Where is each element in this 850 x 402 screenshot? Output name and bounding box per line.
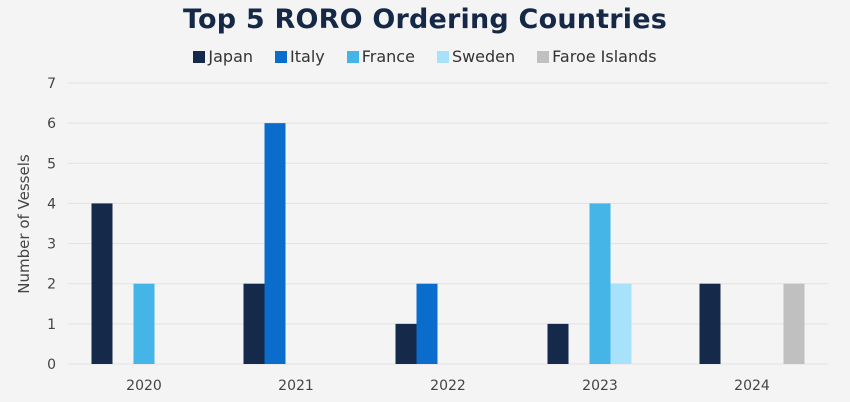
y-tick-label: 7 bbox=[47, 76, 56, 92]
legend-swatch bbox=[346, 50, 359, 63]
bar-japan-2022 bbox=[395, 323, 417, 364]
y-tick-label: 1 bbox=[47, 317, 56, 333]
legend-swatch bbox=[275, 50, 288, 63]
y-tick-label: 4 bbox=[47, 196, 56, 212]
x-tick-label: 2020 bbox=[126, 378, 162, 394]
legend-item-japan: Japan bbox=[193, 47, 253, 66]
legend-label: Sweden bbox=[451, 47, 516, 66]
bar-italy-2022 bbox=[416, 283, 438, 364]
bars bbox=[91, 123, 805, 365]
y-tick-label: 3 bbox=[47, 237, 56, 253]
legend-label: Faroe Islands bbox=[552, 47, 657, 66]
legend-item-france: France bbox=[346, 47, 415, 66]
legend-label: France bbox=[361, 47, 415, 66]
legend-item-sweden: Sweden bbox=[436, 47, 516, 66]
bar-france-2020 bbox=[133, 283, 155, 364]
bar-japan-2023 bbox=[547, 323, 569, 364]
legend-label: Japan bbox=[208, 47, 254, 66]
y-axis-ticks: 0 1 2 3 4 5 6 7 bbox=[47, 76, 56, 373]
x-tick-label: 2023 bbox=[582, 378, 618, 394]
x-tick-label: 2024 bbox=[734, 378, 770, 394]
x-tick-label: 2021 bbox=[278, 378, 314, 394]
x-tick-label: 2022 bbox=[430, 378, 466, 394]
legend: Japan Italy France Sweden Faroe Islands bbox=[0, 47, 850, 66]
y-axis-label: Number of Vessels bbox=[15, 154, 33, 294]
legend-swatch bbox=[436, 50, 449, 63]
legend-item-italy: Italy bbox=[275, 47, 325, 66]
legend-swatch bbox=[537, 50, 550, 63]
y-tick-label: 2 bbox=[47, 277, 56, 293]
bar-japan-2024 bbox=[699, 283, 721, 364]
x-axis-ticks: 2020 2021 2022 2023 2024 bbox=[126, 378, 770, 394]
bar-japan-2021 bbox=[243, 283, 265, 364]
y-tick-label: 6 bbox=[47, 116, 56, 132]
bar-sweden-2023 bbox=[610, 283, 632, 364]
legend-item-faroe-islands: Faroe Islands bbox=[537, 47, 657, 66]
chart-title: Top 5 RORO Ordering Countries bbox=[182, 4, 668, 35]
bar-italy-2021 bbox=[264, 123, 286, 365]
bar-france-2023 bbox=[589, 203, 611, 364]
y-tick-label: 0 bbox=[47, 357, 56, 373]
legend-label: Italy bbox=[290, 47, 325, 66]
legend-swatch bbox=[193, 50, 206, 63]
bar-japan-2020 bbox=[91, 203, 113, 364]
bar-faroe-islands-2024 bbox=[783, 283, 805, 364]
y-tick-label: 5 bbox=[47, 156, 56, 172]
